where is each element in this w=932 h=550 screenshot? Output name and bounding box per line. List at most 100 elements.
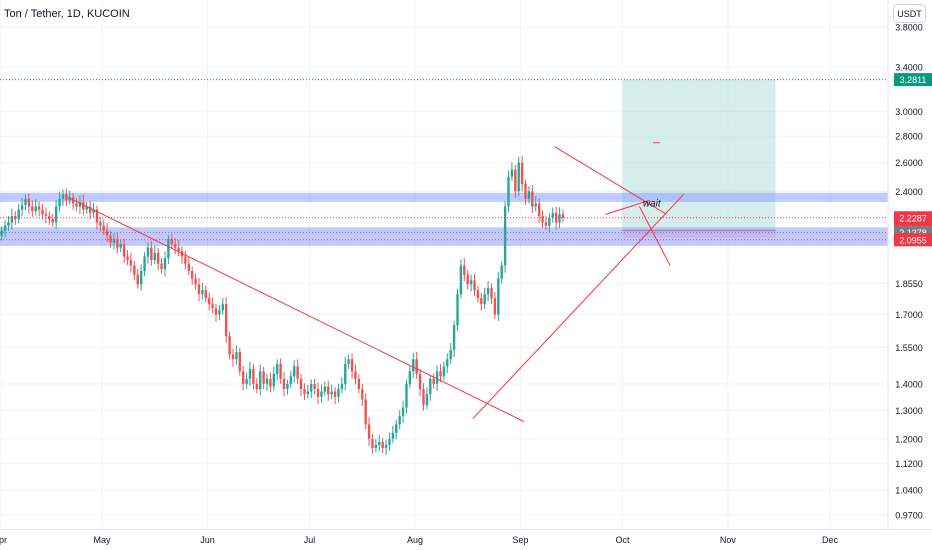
candle-body — [27, 198, 31, 207]
candle-body — [122, 244, 126, 257]
candle-body — [384, 444, 388, 448]
time-tick-label: Oct — [615, 535, 630, 545]
candle-body — [476, 290, 480, 299]
candle-body — [381, 441, 384, 448]
currency-button[interactable]: USDT — [893, 4, 926, 23]
price-tick-label: 1.5500 — [895, 343, 923, 353]
candle-body — [252, 368, 255, 384]
candle-body — [374, 444, 378, 448]
candle-body — [170, 239, 173, 245]
candle-body — [520, 162, 524, 184]
candle-body — [296, 366, 299, 379]
candle-body — [303, 389, 306, 395]
candle-body — [231, 354, 235, 360]
candles — [0, 155, 565, 456]
candle-body — [357, 378, 361, 390]
trendline — [472, 193, 685, 420]
candle-body — [133, 265, 136, 275]
candle-body — [214, 308, 218, 315]
price-label-value: 2.0955 — [899, 235, 927, 245]
candle-body — [483, 294, 486, 305]
candle-body — [415, 359, 418, 374]
candle-body — [293, 366, 296, 377]
candle-body — [51, 219, 54, 223]
candle-body — [204, 290, 207, 299]
candle-body — [425, 394, 429, 405]
trendline — [554, 146, 667, 215]
time-tick-label: Nov — [720, 535, 737, 545]
candle-body — [3, 225, 7, 231]
candle-body — [17, 209, 20, 220]
zone-band — [0, 227, 888, 246]
candle-body — [500, 265, 503, 279]
candle-body — [272, 373, 276, 387]
candle-body — [262, 371, 265, 384]
candle-body — [418, 373, 422, 390]
price-label-value: 2.2287 — [899, 213, 927, 223]
candle-body — [167, 239, 170, 259]
candle-body — [537, 203, 541, 216]
time-tick-label: Dec — [822, 535, 839, 545]
candle-body — [531, 191, 534, 207]
candle-body — [497, 278, 500, 315]
candle-body — [344, 364, 347, 384]
candle-body — [316, 389, 320, 397]
time-tick-label: Sep — [512, 535, 528, 545]
time-tick-label: Jul — [304, 535, 316, 545]
candle-body — [429, 378, 432, 395]
price-tick-label: 3.8000 — [895, 23, 923, 33]
candle-body — [150, 247, 153, 261]
price-level-lines — [0, 79, 888, 241]
time-tick-label: Apr — [0, 535, 7, 545]
candle-body — [184, 256, 187, 264]
candle-body — [197, 284, 201, 295]
candle-body — [354, 371, 357, 379]
candle-body — [524, 183, 527, 199]
candle-body — [401, 407, 405, 416]
time-axis[interactable]: Apr May Jun Jul Aug Sep Oct Nov Dec — [0, 535, 838, 545]
candle-body — [548, 217, 551, 226]
candle-body — [48, 215, 51, 220]
price-label-value: 3.2811 — [900, 75, 927, 85]
candle-body — [412, 359, 415, 372]
candle-body — [541, 215, 544, 223]
candle-body — [456, 294, 459, 326]
candle-body — [446, 359, 449, 367]
candle-body — [527, 191, 531, 199]
candle-body — [473, 280, 476, 291]
candle-body — [92, 209, 95, 213]
candle-body — [173, 244, 177, 248]
price-label-value: 2.1378 — [899, 228, 927, 238]
candle-body — [367, 424, 371, 439]
candle-body — [95, 209, 99, 223]
candle-body — [85, 206, 88, 210]
support-resistance-zones — [0, 192, 888, 246]
candle-body — [207, 298, 211, 305]
candle-body — [391, 433, 395, 439]
candle-body — [54, 206, 58, 223]
price-tick-label: 2.8000 — [895, 132, 923, 142]
candle-body — [310, 383, 313, 392]
price-tick-label: 1.7000 — [895, 310, 923, 320]
candle-body — [480, 298, 483, 305]
zone-band — [0, 192, 888, 202]
candle-body — [306, 391, 310, 395]
time-tick-label: May — [94, 535, 112, 545]
candle-body — [452, 325, 456, 350]
candle-body — [517, 162, 520, 192]
target-box — [622, 79, 776, 238]
candle-body — [327, 386, 330, 395]
price-tick-label: 3.4000 — [895, 62, 923, 72]
candle-body — [503, 206, 507, 266]
candle-body — [88, 206, 92, 213]
candle-body — [221, 304, 224, 311]
candle-body — [190, 271, 194, 279]
candle-body — [422, 389, 425, 405]
chart-title: Ton / Tether, 1D, KUCOIN — [4, 8, 130, 20]
price-tick-label: 1.4000 — [895, 379, 923, 389]
candle-body — [82, 201, 85, 210]
candle-body — [187, 263, 190, 272]
candle-body — [156, 252, 160, 264]
